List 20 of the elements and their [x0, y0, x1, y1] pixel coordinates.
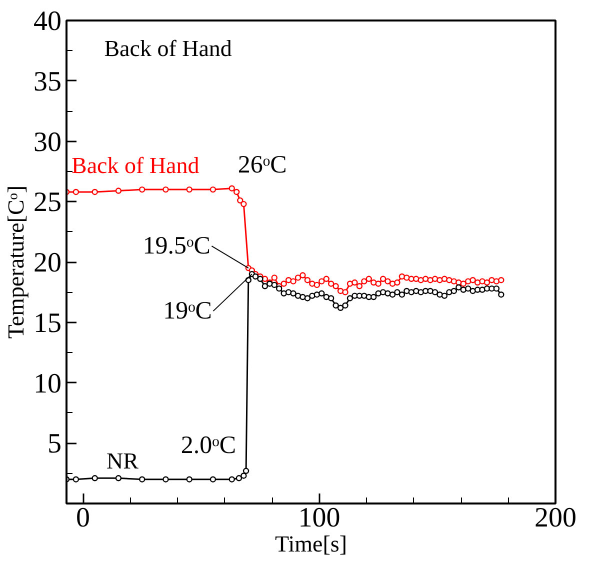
x-tick-label: 100	[298, 502, 340, 534]
annotation: 19.5ᵒC	[142, 232, 210, 260]
y-axis-title: Temperature[Cᵒ]	[4, 185, 28, 339]
y-tick-label: 40	[34, 6, 62, 37]
annotation: 2.0ᵒC	[180, 432, 236, 459]
y-tick-label: 15	[34, 308, 62, 339]
series-label: Back of Hand	[72, 152, 200, 178]
y-tick-label: 35	[34, 66, 62, 98]
y-tick-label: 20	[34, 248, 62, 278]
y-tick-label: 30	[34, 126, 62, 158]
text: Back of Hand	[104, 36, 232, 61]
y-tick-label: 10	[34, 368, 62, 400]
x-tick-label: 200	[534, 502, 576, 534]
series-label: NR	[106, 448, 140, 474]
annotation: 19ᵒC	[163, 298, 212, 325]
x-axis-title: Time[s]	[275, 532, 347, 556]
y-tick-label: 25	[34, 187, 62, 218]
annotation: 26ᵒC	[238, 151, 287, 178]
x-tick-label: 0	[76, 502, 90, 534]
y-tick-label: 5	[48, 428, 62, 460]
